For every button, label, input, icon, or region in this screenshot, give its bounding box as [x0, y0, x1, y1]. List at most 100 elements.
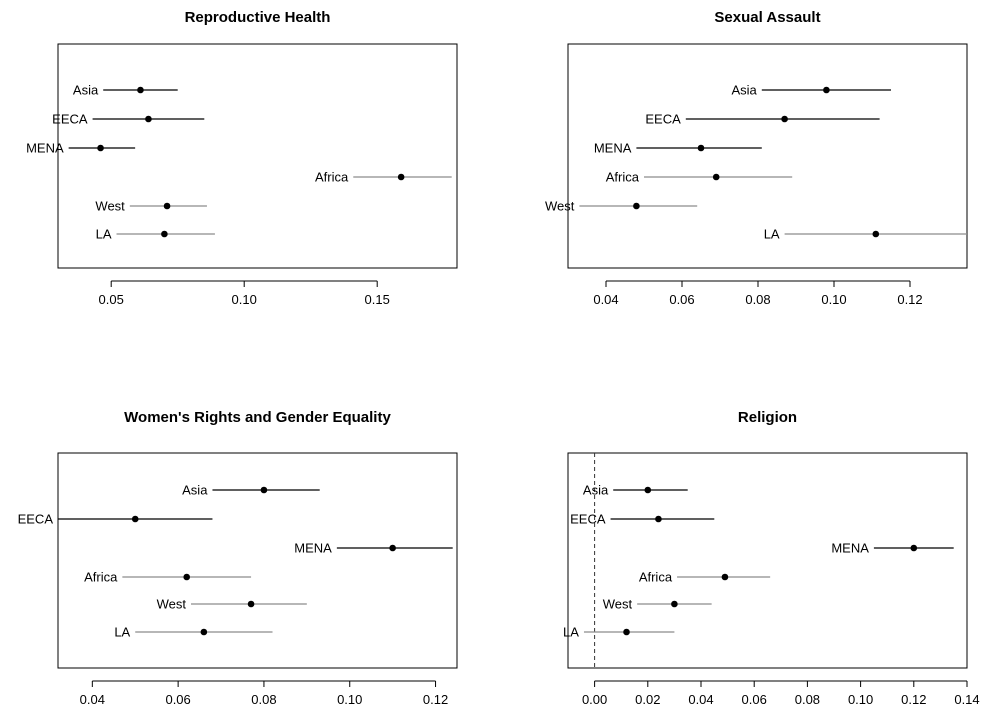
x-tick-label: 0.05 [99, 292, 124, 307]
point-africa [397, 173, 405, 181]
row-mena: MENA [294, 541, 453, 556]
x-tick-label: 0.02 [635, 692, 660, 707]
panel-2: Sexual Assault 0.04 0.06 0.08 0.10 0.12 Asia EE… [545, 9, 968, 307]
region-label: EECA [18, 512, 54, 527]
plot-frame [57, 452, 458, 669]
panel-title: Women's Rights and Gender Equality [124, 409, 391, 426]
row-mena: MENA [594, 141, 762, 156]
x-tick-label: 0.14 [954, 692, 979, 707]
row-la: LA [114, 625, 273, 640]
plot-frame [567, 43, 968, 269]
x-tick-label: 0.08 [745, 292, 770, 307]
x-tick-label: 0.04 [593, 292, 618, 307]
point-mena [910, 544, 918, 552]
plot-frame [57, 43, 458, 269]
x-tick-label: 0.08 [251, 692, 276, 707]
point-la [872, 230, 880, 238]
row-eeca: EECA [645, 112, 880, 127]
point-mena [97, 144, 104, 152]
point-africa [712, 173, 720, 181]
point-eeca [131, 515, 139, 523]
x-tick-label: 0.08 [795, 692, 820, 707]
panel-1: Reproductive Health 0.05 0.10 0.15 Asia EECA M… [26, 9, 458, 307]
point-west [163, 202, 171, 210]
point-asia [260, 486, 268, 494]
x-tick-label: 0.10 [337, 692, 362, 707]
region-label: Asia [73, 83, 99, 98]
x-tick-label: 0.04 [688, 692, 713, 707]
point-mena [389, 544, 396, 552]
row-africa: Africa [606, 170, 793, 185]
region-label: Africa [315, 170, 349, 185]
x-tick-label: 0.10 [232, 292, 257, 307]
region-label: Asia [583, 483, 609, 498]
x-axis: 0.00 0.02 0.04 0.06 0.08 0.10 0.12 0.14 [582, 680, 980, 707]
x-tick-label: 0.10 [821, 292, 846, 307]
region-label: Africa [639, 570, 673, 585]
row-eeca: EECA [18, 512, 213, 527]
region-label: Africa [606, 170, 640, 185]
point-mena [697, 144, 705, 152]
row-mena: MENA [831, 541, 954, 556]
point-eeca [781, 115, 788, 123]
region-label: LA [114, 625, 130, 640]
region-label: EECA [52, 112, 88, 127]
x-tick-label: 0.10 [848, 692, 873, 707]
x-tick-label: 0.12 [423, 692, 448, 707]
row-africa: Africa [84, 570, 252, 585]
panel-title: Religion [738, 409, 797, 426]
panel-title: Reproductive Health [185, 9, 331, 26]
region-label: LA [96, 227, 112, 242]
point-eeca [655, 515, 662, 523]
row-asia: Asia [583, 483, 688, 498]
x-tick-label: 0.12 [901, 692, 926, 707]
region-label: MENA [594, 141, 632, 156]
row-west: West [157, 597, 307, 612]
point-africa [183, 573, 191, 581]
row-mena: MENA [26, 141, 136, 156]
point-asia [823, 86, 830, 94]
region-label: West [603, 597, 633, 612]
point-la [200, 628, 208, 636]
panel-title: Sexual Assault [714, 9, 820, 26]
point-west [671, 600, 678, 608]
row-la: LA [563, 625, 675, 640]
region-label: Asia [182, 483, 208, 498]
row-la: LA [96, 227, 215, 242]
row-asia: Asia [73, 83, 178, 98]
row-africa: Africa [639, 570, 771, 585]
x-tick-label: 0.12 [897, 292, 922, 307]
region-label: MENA [26, 141, 64, 156]
region-label: LA [764, 227, 780, 242]
region-label: Africa [84, 570, 118, 585]
plot-frame [567, 452, 968, 669]
x-tick-label: 0.06 [669, 292, 694, 307]
row-asia: Asia [182, 483, 320, 498]
point-la [623, 628, 630, 636]
x-axis: 0.04 0.06 0.08 0.10 0.12 [593, 280, 923, 307]
row-eeca: EECA [570, 512, 715, 527]
point-asia [137, 86, 144, 94]
row-africa: Africa [315, 170, 452, 185]
point-la [161, 230, 168, 238]
region-label: EECA [645, 112, 681, 127]
row-west: West [95, 199, 207, 214]
point-west [633, 202, 640, 210]
row-asia: Asia [732, 83, 891, 98]
region-label: EECA [570, 512, 606, 527]
region-label: West [545, 199, 575, 214]
region-label: West [95, 199, 125, 214]
x-tick-label: 0.06 [165, 692, 190, 707]
panel-4: Religion 0.00 0.02 0.04 0.06 0.08 0.10 0.12 0.14… [563, 409, 980, 707]
point-africa [721, 573, 729, 581]
point-asia [644, 486, 652, 494]
point-west [247, 600, 255, 608]
region-label: MENA [294, 541, 332, 556]
row-west: West [603, 597, 712, 612]
x-axis: 0.04 0.06 0.08 0.10 0.12 [80, 680, 448, 707]
row-la: LA [764, 227, 967, 242]
x-axis: 0.05 0.10 0.15 [99, 280, 390, 307]
x-tick-label: 0.00 [582, 692, 607, 707]
